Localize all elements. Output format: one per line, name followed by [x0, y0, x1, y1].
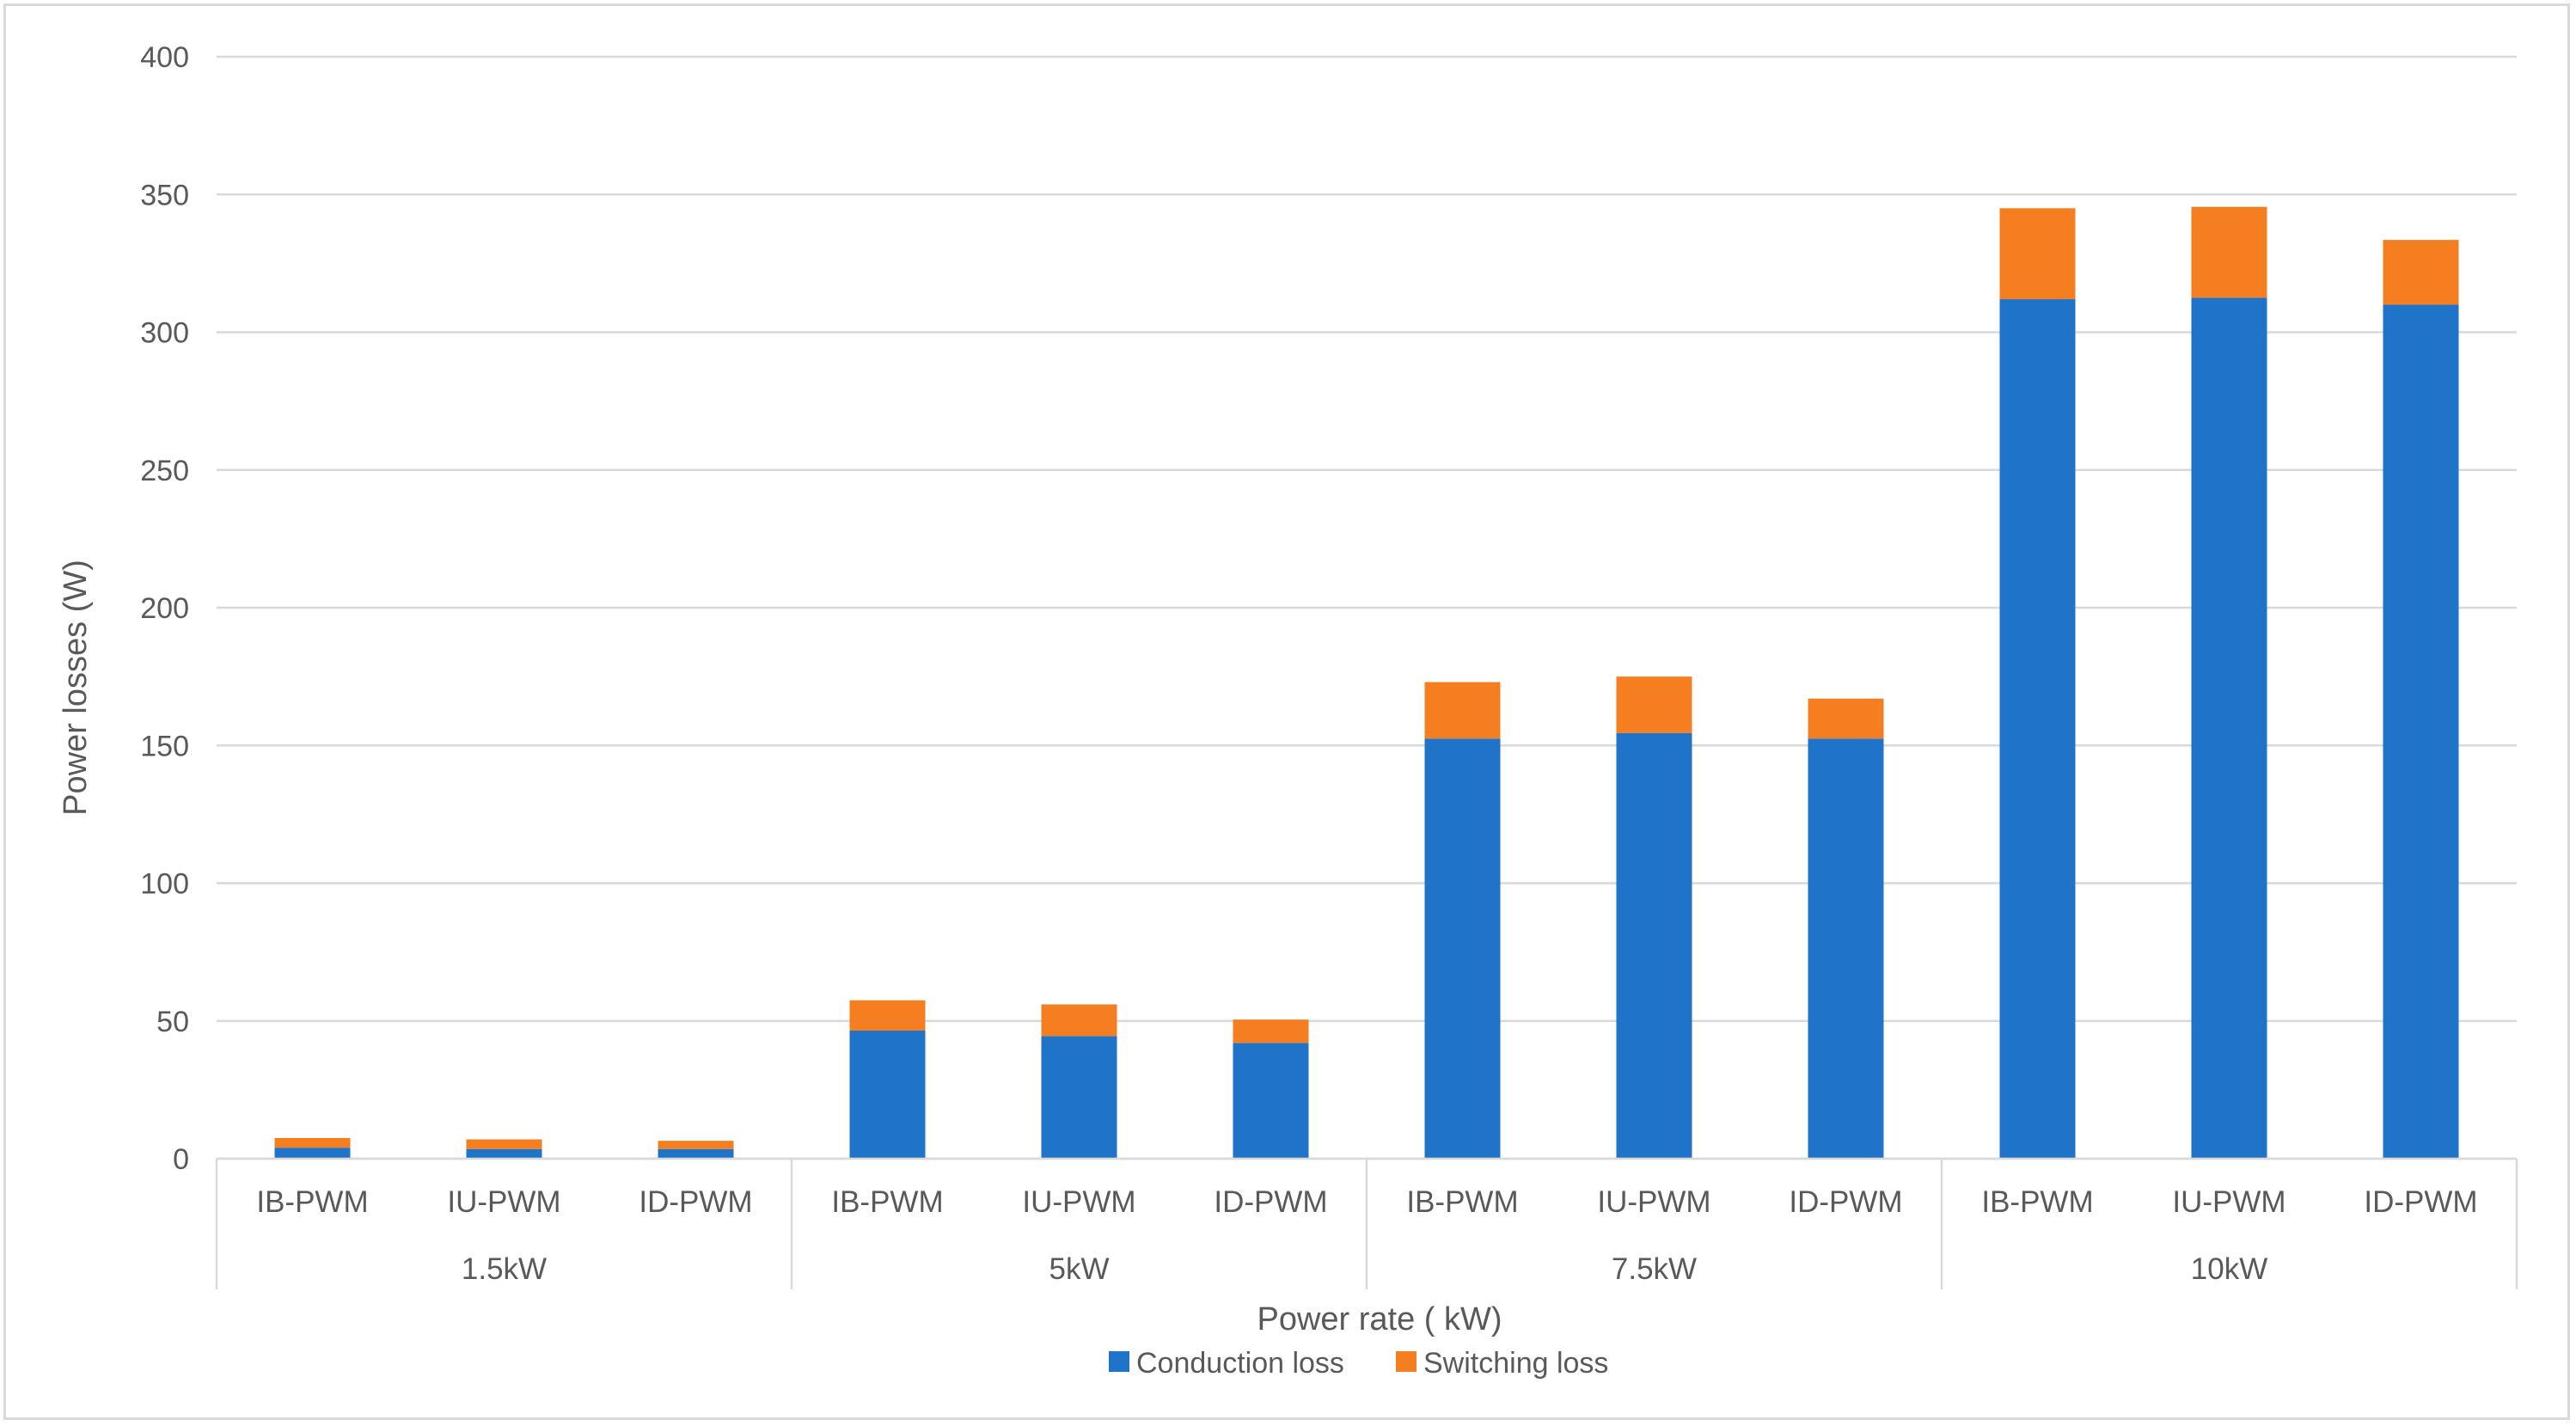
group-label: 10kW	[2191, 1252, 2267, 1286]
legend-swatch	[1396, 1351, 1416, 1372]
legend-label: Conduction loss	[1136, 1347, 1344, 1380]
category-label: IB-PWM	[1406, 1185, 1518, 1219]
bar-segment	[1041, 1036, 1117, 1159]
group-label: 7.5kW	[1612, 1252, 1697, 1286]
category-label: IB-PWM	[1981, 1185, 2093, 1219]
bar-segment	[2191, 297, 2267, 1159]
bar-segment	[849, 1000, 926, 1031]
bar-segment	[274, 1137, 351, 1148]
bar-segment	[466, 1148, 542, 1159]
bar-segment	[1999, 208, 2076, 300]
category-label: ID-PWM	[1789, 1185, 1902, 1219]
y-tick-label: 400	[140, 41, 189, 74]
x-axis-title: Power rate ( kW)	[1257, 1301, 1502, 1337]
legend-swatch	[1109, 1351, 1129, 1372]
category-label: IB-PWM	[256, 1185, 368, 1219]
group-label: 1.5kW	[462, 1252, 547, 1286]
category-label: ID-PWM	[1214, 1185, 1327, 1219]
y-axis-title: Power losses (W)	[58, 560, 94, 816]
legend-label: Switching loss	[1423, 1347, 1608, 1380]
y-axis-tick-labels: 0 50 100 150 200 250 300 350 400	[140, 41, 189, 1176]
chart-frame	[3, 3, 2570, 1420]
category-label: ID-PWM	[2364, 1185, 2477, 1219]
category-label: IU-PWM	[1022, 1185, 1135, 1219]
bar-segment	[274, 1148, 351, 1159]
group-label: 5kW	[1049, 1252, 1110, 1286]
category-label: IU-PWM	[447, 1185, 560, 1219]
y-tick-label: 100	[140, 868, 189, 901]
bar-segment	[1233, 1043, 1309, 1159]
y-tick-label: 150	[140, 730, 189, 762]
category-label: IB-PWM	[831, 1185, 943, 1219]
bars	[274, 206, 2459, 1159]
y-tick-label: 0	[173, 1143, 189, 1176]
bar-segment	[1233, 1019, 1309, 1043]
bar-segment	[1424, 738, 1501, 1159]
bar-segment	[2191, 206, 2267, 298]
bar-segment	[1616, 732, 1692, 1159]
y-tick-label: 50	[156, 1006, 189, 1038]
bar-segment	[2383, 304, 2459, 1159]
bar-segment	[658, 1141, 734, 1149]
y-tick-label: 200	[140, 592, 189, 625]
category-label: ID-PWM	[639, 1185, 752, 1219]
y-tick-label: 250	[140, 455, 189, 487]
bar-segment	[1808, 698, 1884, 739]
bar-segment	[1041, 1004, 1117, 1037]
legend: Conduction loss Switching loss	[1109, 1347, 1608, 1380]
bar-segment	[1616, 676, 1692, 733]
y-tick-label: 350	[140, 179, 189, 211]
bar-segment	[849, 1030, 926, 1159]
category-label: IU-PWM	[1597, 1185, 1710, 1219]
bar-segment	[1999, 299, 2076, 1159]
category-label: IU-PWM	[2172, 1185, 2285, 1219]
bar-segment	[1424, 682, 1501, 739]
bar-segment	[2383, 240, 2459, 305]
y-tick-label: 300	[140, 317, 189, 350]
bar-segment	[658, 1148, 734, 1159]
bar-segment	[1808, 738, 1884, 1159]
gridlines	[217, 55, 2517, 1160]
bar-segment	[466, 1139, 542, 1149]
x-axis: IB-PWM IU-PWM ID-PWM IB-PWM IU-PWM ID-PWM IB-P…	[215, 1157, 2518, 1289]
